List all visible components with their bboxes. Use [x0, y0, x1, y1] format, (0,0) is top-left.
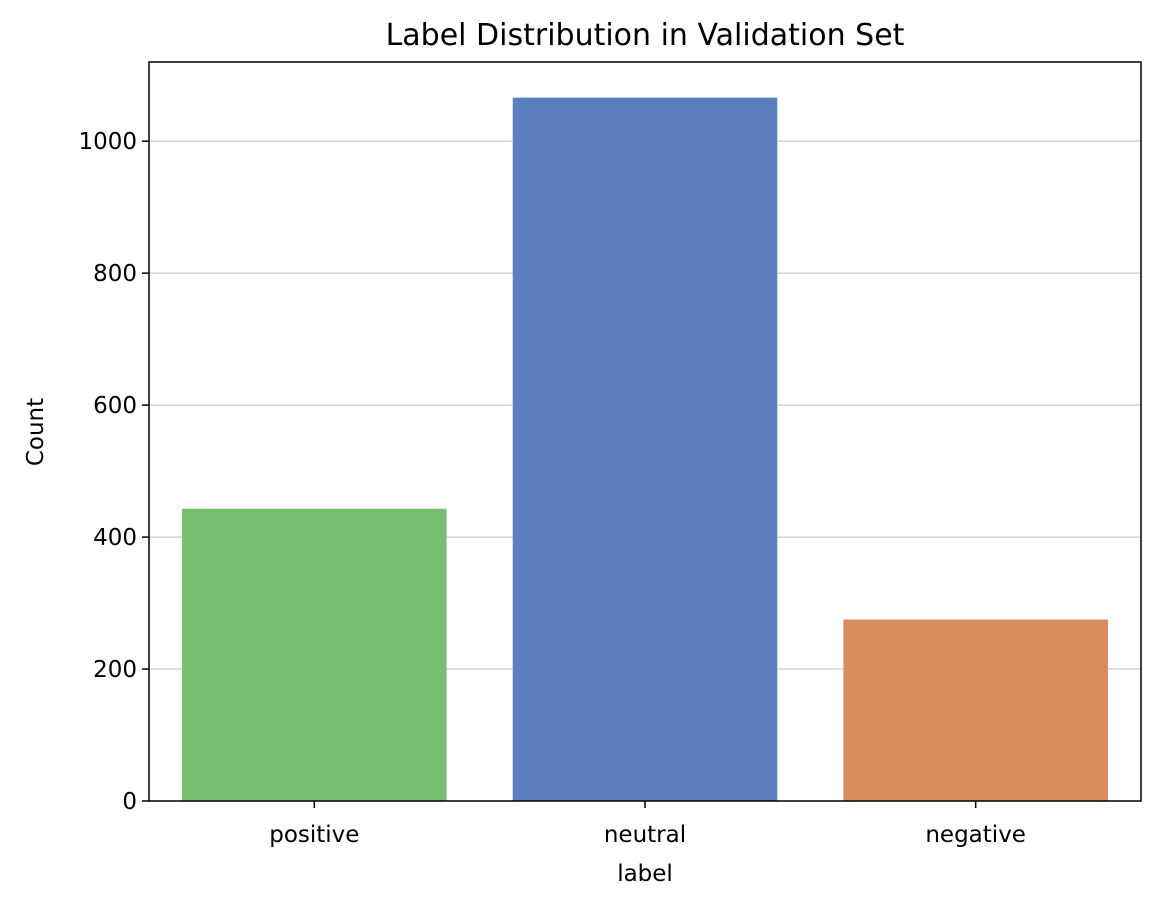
y-tick-label: 0 — [122, 789, 137, 815]
x-tick-label: negative — [925, 822, 1026, 848]
bar-positive — [182, 508, 447, 801]
y-tick-label: 1000 — [78, 129, 137, 155]
bar-series — [182, 97, 1108, 801]
chart-title: Label Distribution in Validation Set — [386, 18, 905, 53]
y-tick-label: 800 — [93, 261, 137, 287]
ticks: 0 200 400 600 800 1000 positive neutral negative — [78, 129, 1026, 848]
y-tick-label: 400 — [93, 525, 137, 551]
y-tick-label: 200 — [93, 657, 137, 683]
bar-negative — [843, 619, 1108, 801]
x-tick-label: neutral — [604, 822, 686, 848]
bar-neutral — [512, 97, 778, 801]
x-tick-label: positive — [269, 822, 359, 848]
x-axis-label: label — [617, 861, 673, 887]
y-axis-label: Count — [23, 398, 49, 466]
y-tick-label: 600 — [93, 393, 137, 419]
